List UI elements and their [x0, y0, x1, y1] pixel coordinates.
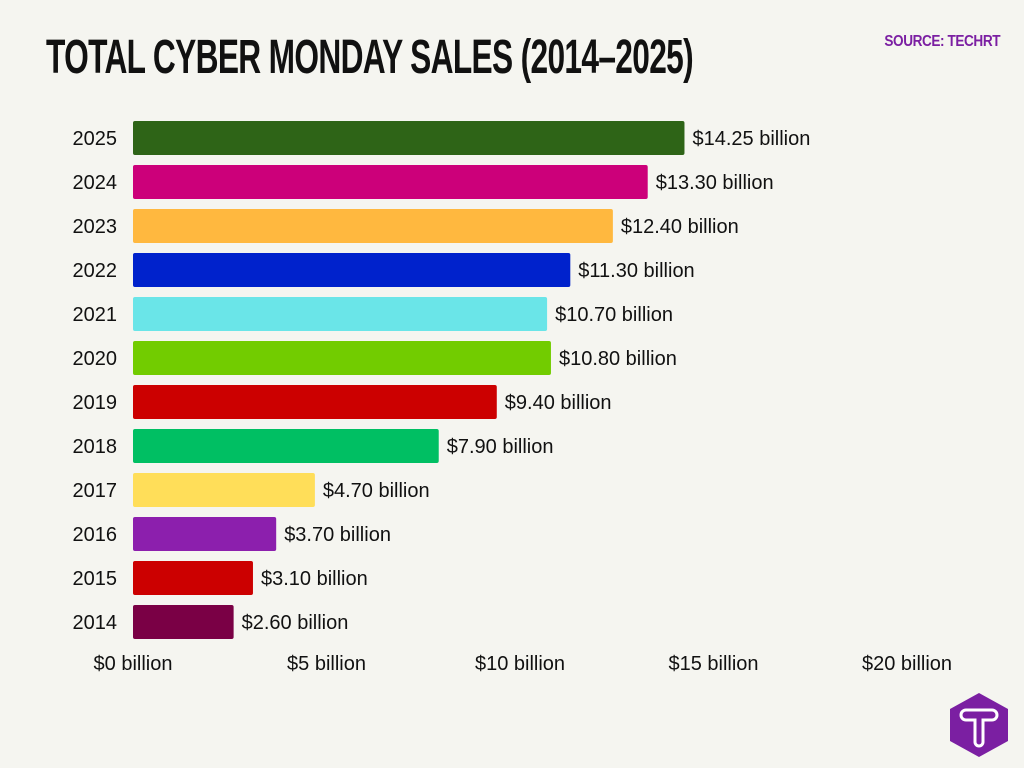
y-tick-label: 2016	[73, 524, 118, 546]
x-tick-label: $15 billion	[668, 653, 758, 675]
bar-2020	[133, 341, 551, 375]
bar-2015	[133, 561, 253, 595]
data-label: $9.40 billion	[505, 392, 612, 414]
y-tick-label: 2024	[73, 172, 118, 194]
data-label: $4.70 billion	[323, 480, 430, 502]
data-label: $13.30 billion	[656, 172, 774, 194]
bar-2024	[133, 165, 648, 199]
data-label: $3.10 billion	[261, 568, 368, 590]
chart-title: TOTAL CYBER MONDAY SALES (2014–2025)	[46, 31, 694, 84]
data-label: $2.60 billion	[242, 612, 349, 634]
bar-2017	[133, 473, 315, 507]
data-label: $3.70 billion	[284, 524, 391, 546]
x-tick-label: $10 billion	[475, 653, 565, 675]
y-tick-label: 2018	[73, 436, 118, 458]
source-label: SOURCE: TECHRT	[884, 33, 1000, 50]
data-label: $12.40 billion	[621, 216, 739, 238]
data-label: $7.90 billion	[447, 436, 554, 458]
y-tick-label: 2023	[73, 216, 118, 238]
x-tick-label: $20 billion	[862, 653, 952, 675]
data-label: $10.80 billion	[559, 348, 677, 370]
y-tick-label: 2020	[73, 348, 118, 370]
bar-2025	[133, 121, 685, 155]
y-tick-label: 2015	[73, 568, 118, 590]
y-tick-label: 2022	[73, 260, 118, 282]
data-label: $10.70 billion	[555, 304, 673, 326]
techrt-logo-icon	[950, 693, 1008, 757]
y-tick-label: 2025	[73, 128, 118, 150]
bar-chart: 2025 $14.25 billion 2024 $13.30 billion 2023…	[73, 121, 952, 675]
bar-2016	[133, 517, 277, 551]
data-label: $14.25 billion	[692, 128, 810, 150]
x-tick-label: $0 billion	[94, 653, 173, 675]
bar-2018	[133, 429, 439, 463]
x-tick-label: $5 billion	[287, 653, 366, 675]
bar-2023	[133, 209, 613, 243]
bar-2021	[133, 297, 548, 331]
data-label: $11.30 billion	[578, 260, 694, 282]
y-tick-label: 2021	[73, 304, 118, 326]
y-tick-label: 2019	[73, 392, 118, 414]
bar-2022	[133, 253, 571, 287]
bar-2019	[133, 385, 497, 419]
y-tick-label: 2017	[73, 480, 118, 502]
y-tick-label: 2014	[73, 612, 118, 634]
bar-2014	[133, 605, 234, 639]
